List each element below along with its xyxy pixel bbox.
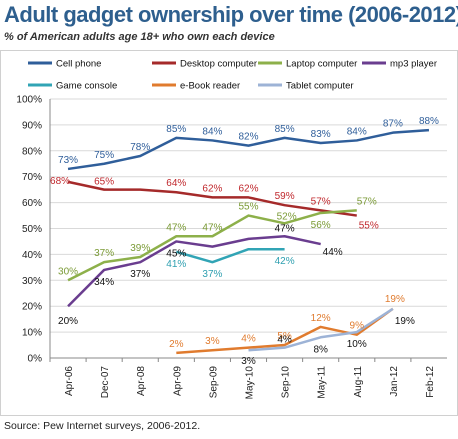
data-label-mp3-player: 20% (58, 316, 78, 327)
data-label-laptop-computer: 39% (130, 243, 150, 254)
data-label-cell-phone: 78% (130, 142, 150, 153)
data-label-e-book-reader: 4% (241, 334, 256, 345)
y-tick-label: 30% (22, 276, 42, 287)
legend-label-e-book-reader: e-Book reader (180, 81, 240, 92)
data-label-cell-phone: 87% (383, 119, 403, 130)
data-label-laptop-computer: 57% (357, 196, 377, 207)
data-label-desktop-computer: 62% (202, 183, 222, 194)
series-line-desktop-computer (67, 180, 357, 217)
y-tick-label: 0% (28, 354, 43, 365)
legend-label-game-console: Game console (56, 81, 117, 92)
chart-title: Adult gadget ownership over time (2006-2… (4, 2, 458, 27)
legend-label-cell-phone: Cell phone (56, 59, 101, 70)
data-label-cell-phone: 88% (419, 116, 439, 127)
data-label-laptop-computer: 55% (238, 202, 258, 213)
chart-subtitle: % of American adults age 18+ who own eac… (4, 31, 275, 43)
y-tick-label: 70% (22, 172, 42, 183)
legend-label-laptop-computer: Laptop computer (286, 59, 357, 70)
series-line-e-book-reader (176, 307, 394, 355)
data-label-laptop-computer: 56% (311, 220, 331, 231)
data-label-game-console: 42% (275, 256, 295, 267)
data-label-cell-phone: 83% (311, 129, 331, 140)
data-label-desktop-computer: 55% (359, 221, 379, 232)
data-label-laptop-computer: 37% (94, 248, 114, 259)
data-label-tablet-computer: 3% (241, 356, 256, 367)
data-label-mp3-player: 45% (166, 248, 186, 259)
y-tick-label: 60% (22, 198, 42, 209)
data-label-desktop-computer: 68% (50, 176, 70, 187)
data-label-cell-phone: 84% (347, 126, 367, 137)
data-label-cell-phone: 75% (94, 150, 114, 161)
data-label-desktop-computer: 62% (238, 183, 258, 194)
data-label-e-book-reader: 9% (350, 321, 365, 332)
x-tick-label: Apr-09 (172, 366, 183, 396)
series-line-game-console (175, 247, 285, 264)
x-axis: Apr-06 Dec-07 Apr-08 Apr-09 Sep-09 May-10 Sep-… (49, 358, 436, 400)
series-lines (67, 128, 430, 355)
x-tick-label: Sep-10 (281, 366, 292, 399)
data-label-e-book-reader: 12% (311, 313, 331, 324)
x-tick-label: Apr-08 (136, 366, 147, 396)
data-label-tablet-computer: 10% (347, 339, 367, 350)
x-tick-label: Sep-09 (208, 366, 219, 399)
data-label-e-book-reader: 5% (277, 331, 292, 342)
data-label-desktop-computer: 65% (94, 177, 114, 188)
x-tick-label: Dec-07 (100, 366, 111, 399)
x-tick-label: Jan-12 (389, 366, 400, 397)
data-label-cell-phone: 84% (202, 126, 222, 137)
data-label-mp3-player: 34% (94, 277, 114, 288)
series-line-tablet-computer (248, 307, 394, 352)
y-tick-label: 50% (22, 224, 42, 235)
data-label-laptop-computer: 47% (202, 222, 222, 233)
y-tick-label: 20% (22, 302, 42, 313)
gridlines (50, 98, 447, 359)
y-tick-label: 40% (22, 250, 42, 261)
data-label-mp3-player: 37% (130, 269, 150, 280)
y-tick-label: 80% (22, 146, 42, 157)
data-label-tablet-computer: 19% (395, 316, 415, 327)
data-label-cell-phone: 85% (166, 124, 186, 135)
data-label-mp3-player: 44% (323, 247, 343, 258)
legend-label-tablet-computer: Tablet computer (286, 81, 354, 92)
y-tick-label: 90% (22, 120, 42, 131)
x-tick-label: May-10 (245, 366, 256, 400)
x-tick-label: Aug-11 (353, 366, 364, 398)
data-label-e-book-reader: 19% (385, 294, 405, 305)
x-tick-label: Apr-06 (64, 366, 75, 396)
x-tick-label: Feb-12 (425, 366, 436, 398)
data-label-laptop-computer: 30% (58, 266, 78, 277)
data-label-e-book-reader: 3% (205, 336, 220, 347)
legend-label-mp3-player: mp3 player (390, 59, 437, 70)
data-label-laptop-computer: 47% (166, 222, 186, 233)
data-label-game-console: 41% (166, 259, 186, 270)
data-label-cell-phone: 82% (238, 132, 258, 143)
data-label-tablet-computer: 8% (313, 344, 328, 355)
data-label-desktop-computer: 57% (311, 196, 331, 207)
data-label-cell-phone: 73% (58, 155, 78, 166)
data-label-desktop-computer: 59% (275, 191, 295, 202)
y-tick-label: 100% (16, 95, 42, 106)
data-label-laptop-computer: 52% (277, 211, 297, 222)
series-line-cell-phone (67, 128, 430, 171)
y-axis: 0% 10% 20% 30% 40% 50% 60% 70% 80% 90% 100% (16, 95, 51, 365)
data-label-e-book-reader: 2% (169, 339, 184, 350)
data-label-cell-phone: 85% (275, 124, 295, 135)
data-label-desktop-computer: 64% (166, 178, 186, 189)
series-line-laptop-computer (67, 209, 357, 282)
chart-source: Source: Pew Internet surveys, 2006-2012. (4, 420, 201, 432)
legend: Cell phone Desktop computer Laptop compute… (28, 59, 437, 92)
data-label-tablet-computer: 4% (277, 335, 292, 346)
x-tick-label: May-11 (317, 366, 328, 399)
series-line-mp3-player (67, 235, 321, 308)
data-labels: 73% 75% 78% 85% 84% 82% 85% 83% 84% 87% 88% 68% 65% 6… (50, 116, 439, 367)
data-label-mp3-player: 47% (275, 223, 295, 234)
y-tick-label: 10% (22, 328, 42, 339)
data-label-game-console: 37% (202, 269, 222, 280)
plot-frame (0, 50, 458, 416)
legend-label-desktop-computer: Desktop computer (180, 59, 257, 70)
